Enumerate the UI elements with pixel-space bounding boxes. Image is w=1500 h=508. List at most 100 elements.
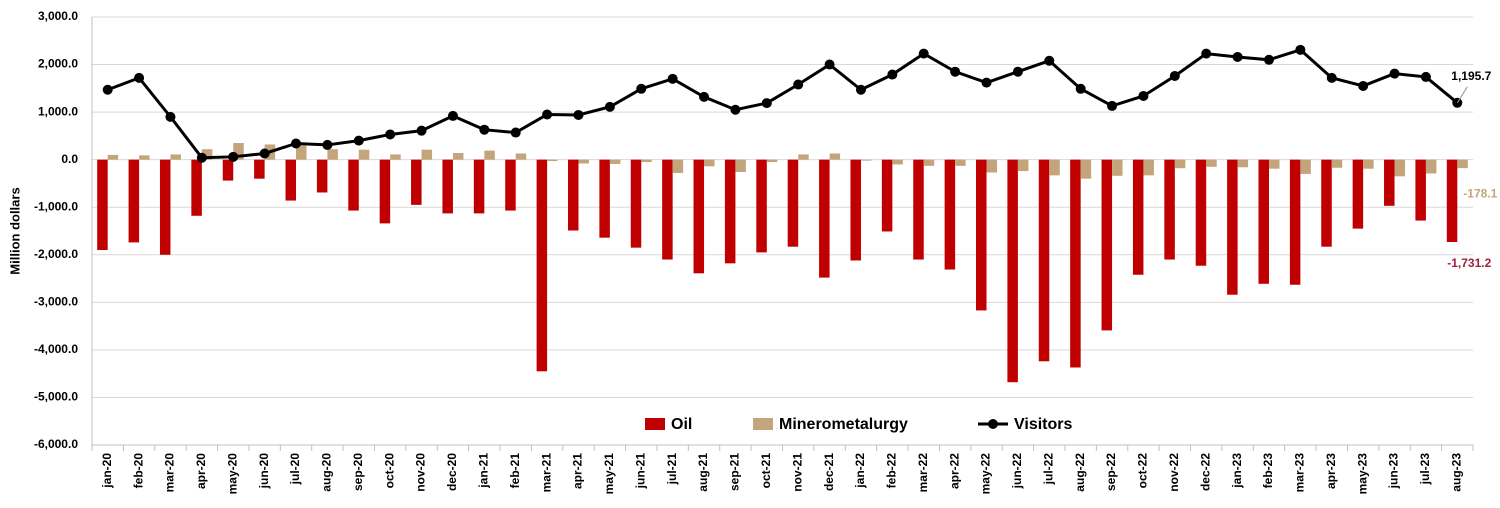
bar xyxy=(390,154,401,160)
bar xyxy=(1446,159,1458,242)
x-tick-label: may-21 xyxy=(602,453,616,495)
bar xyxy=(1331,159,1343,168)
line-marker xyxy=(134,72,145,83)
bar xyxy=(578,159,589,164)
line-marker xyxy=(416,125,427,136)
bar xyxy=(1164,159,1175,260)
x-tick-label: mar-21 xyxy=(539,453,553,493)
data-label: -1,731.2 xyxy=(1447,256,1491,270)
x-tick-label: aug-23 xyxy=(1449,453,1463,492)
bar xyxy=(1206,159,1217,167)
bar xyxy=(1258,159,1269,284)
line-marker xyxy=(950,66,961,77)
y-tick-label: -5,000.0 xyxy=(34,390,78,404)
x-tick-label: apr-23 xyxy=(1324,453,1338,489)
line-marker xyxy=(102,84,113,95)
x-tick-label: jun-21 xyxy=(633,453,647,490)
bar xyxy=(285,159,297,201)
x-tick-label: mar-20 xyxy=(163,453,177,493)
bar xyxy=(1352,159,1364,229)
x-tick-label: jun-22 xyxy=(1010,453,1024,490)
line-marker xyxy=(447,110,458,121)
bar xyxy=(672,159,684,173)
bar xyxy=(1080,159,1092,179)
bar xyxy=(547,159,558,162)
line-marker xyxy=(824,59,835,70)
x-tick-label: jan-21 xyxy=(477,453,491,489)
x-tick-label: apr-21 xyxy=(571,453,585,489)
line-marker xyxy=(1420,71,1431,82)
line-marker xyxy=(1358,80,1369,91)
line-marker xyxy=(761,98,772,109)
bar xyxy=(913,159,924,260)
bar xyxy=(1363,159,1374,169)
bar xyxy=(787,159,799,247)
bar xyxy=(609,159,621,164)
bar xyxy=(1289,159,1301,285)
bar xyxy=(379,159,391,224)
bar xyxy=(976,159,987,311)
bar xyxy=(944,159,956,270)
y-axis-label: Million dollars xyxy=(7,187,22,274)
line-marker xyxy=(165,111,176,122)
bar xyxy=(254,159,265,179)
line-marker xyxy=(636,83,647,94)
bar xyxy=(1415,159,1426,221)
data-label: -178.1 xyxy=(1463,186,1497,200)
bar xyxy=(1038,159,1050,362)
bar xyxy=(201,149,213,160)
line-marker xyxy=(479,124,490,135)
bar xyxy=(1132,159,1144,275)
bar xyxy=(641,159,652,163)
bar xyxy=(1049,159,1060,176)
y-tick-label: -2,000.0 xyxy=(34,247,78,261)
bar xyxy=(515,153,527,160)
bar xyxy=(1101,159,1113,331)
x-tick-label: may-23 xyxy=(1355,453,1369,495)
x-tick-label: aug-22 xyxy=(1073,453,1087,492)
x-tick-label: jan-23 xyxy=(1230,453,1244,489)
bar xyxy=(159,159,171,255)
bar xyxy=(536,159,548,372)
line xyxy=(107,48,1459,160)
x-tick-label: aug-21 xyxy=(696,453,710,492)
bar xyxy=(630,159,642,248)
x-tick-label: dec-21 xyxy=(822,453,836,491)
bar xyxy=(955,159,966,166)
label-leader xyxy=(1456,86,1468,104)
bar xyxy=(170,154,181,160)
y-tick-label: -1,000.0 xyxy=(34,199,78,213)
y-tick-label: -6,000.0 xyxy=(34,437,78,451)
line-marker xyxy=(667,73,678,84)
bar xyxy=(348,159,359,211)
line-marker xyxy=(1075,83,1086,94)
x-tick-label: jul-20 xyxy=(288,453,302,486)
bar xyxy=(756,159,767,253)
x-tick-label: jul-22 xyxy=(1041,453,1055,486)
bar xyxy=(986,159,998,173)
line-marker xyxy=(1201,48,1212,59)
bar xyxy=(222,159,234,181)
line-marker xyxy=(228,151,239,162)
y-tick-label: -3,000.0 xyxy=(34,295,78,309)
line-marker xyxy=(385,129,396,140)
y-tick-label: 2,000.0 xyxy=(38,57,78,71)
legend-swatch xyxy=(645,418,665,430)
line-marker xyxy=(1389,68,1400,79)
bar xyxy=(1195,159,1207,266)
bar xyxy=(128,159,140,243)
data-label: 1,195.7 xyxy=(1451,69,1491,83)
x-tick-label: nov-22 xyxy=(1167,453,1181,492)
bar xyxy=(233,143,244,160)
bar xyxy=(1457,159,1468,169)
bar xyxy=(1112,159,1123,176)
x-tick-label: feb-20 xyxy=(131,453,145,489)
bar xyxy=(191,159,202,216)
x-tick-label: aug-20 xyxy=(320,453,334,492)
line-marker xyxy=(1107,100,1118,111)
bar xyxy=(819,159,830,278)
bar xyxy=(860,159,872,161)
bar xyxy=(1300,159,1311,174)
line-marker xyxy=(604,101,615,112)
bar xyxy=(1007,159,1018,383)
